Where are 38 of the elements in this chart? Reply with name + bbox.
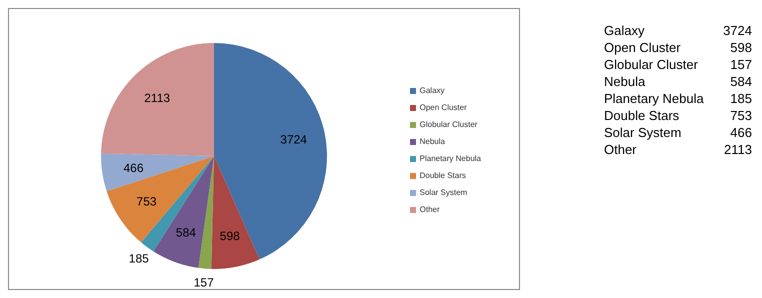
legend-label: Double Stars (420, 171, 466, 180)
category-label: Galaxy (603, 22, 646, 39)
data-label: 753 (136, 194, 157, 209)
pie-slice (214, 43, 327, 260)
category-label: Globular Cluster (603, 56, 699, 73)
legend-label: Open Cluster (420, 103, 467, 112)
pie-slice (198, 156, 214, 269)
data-label: 3724 (722, 22, 753, 39)
legend-label: Nebula (420, 137, 445, 146)
pie-slice (211, 156, 260, 269)
legend-label: Planetary Nebula (420, 154, 481, 163)
category-label: Double Stars (603, 107, 680, 124)
pie-slice (101, 43, 214, 156)
data-label: 157 (729, 56, 753, 73)
category-label: Open Cluster (603, 39, 682, 56)
data-label: 753 (729, 107, 753, 124)
data-label: 598 (220, 228, 240, 243)
data-label: 598 (729, 39, 753, 56)
category-label: Other (603, 141, 638, 158)
pie-slice (101, 153, 214, 192)
legend-label: Galaxy (420, 86, 445, 95)
data-label: 3724 (280, 132, 308, 146)
data-label: 584 (176, 225, 196, 240)
legend-label: Globular Cluster (420, 120, 478, 129)
data-label: 157 (194, 276, 214, 290)
data-label: 185 (729, 90, 753, 107)
data-label: 2113 (144, 90, 170, 105)
category-label: Planetary Nebula (603, 90, 705, 107)
data-label: 466 (729, 124, 753, 141)
legend-label: Solar System (420, 188, 468, 197)
pie-slice (106, 156, 214, 242)
legend-label: Other (420, 205, 440, 214)
category-label: Nebula (603, 73, 646, 90)
data-label: 466 (124, 160, 144, 175)
category-label: Solar System (603, 124, 682, 141)
data-label: 185 (128, 251, 150, 266)
data-label: 584 (729, 73, 753, 90)
data-label: 2113 (723, 141, 753, 158)
